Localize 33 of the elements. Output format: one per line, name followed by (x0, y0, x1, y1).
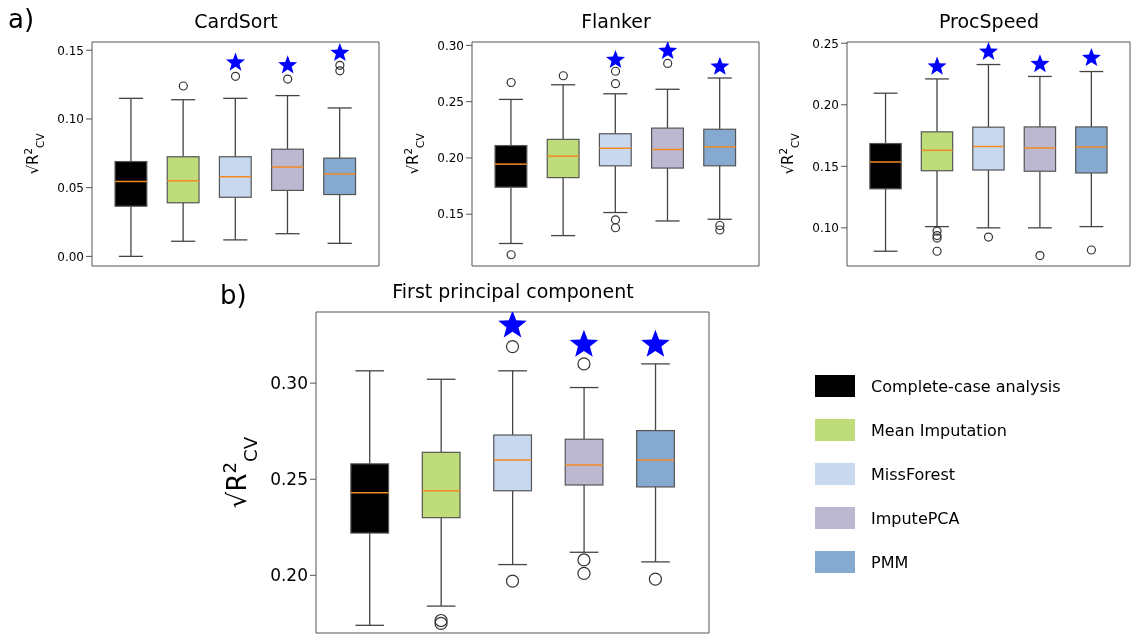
point (225, 52, 246, 71)
y-tick-label: 0.25 (812, 36, 839, 51)
y-tick-label: 0.25 (437, 94, 464, 109)
text: b) (220, 280, 247, 310)
y-tick-label: 0.25 (270, 469, 308, 490)
y-tick-label: 0.30 (437, 38, 464, 53)
y-tick-label: 0.20 (270, 565, 308, 586)
point (978, 42, 999, 60)
chart-title: Flanker (580, 10, 652, 32)
y-tick-label: 0.15 (437, 207, 464, 222)
y-tick-label: 0.15 (57, 43, 84, 58)
chart-title: ProcSpeed (937, 10, 1041, 32)
legend-label: MissForest (871, 464, 956, 484)
text: a) (8, 4, 35, 34)
legend-label: Mean Imputation (871, 420, 1008, 440)
y-tick-label: 0.10 (57, 112, 84, 127)
y-tick-label: 0.20 (437, 151, 464, 166)
y-tick-label: 0.10 (812, 221, 839, 236)
y-tick-label: 0.15 (812, 159, 839, 174)
point (1030, 54, 1050, 73)
legend-label: ImputePCA (871, 508, 960, 528)
point (1081, 48, 1101, 67)
legend-label: Complete-case analysis (871, 376, 1061, 396)
point (278, 55, 298, 74)
point (927, 56, 947, 75)
chart-title: CardSort (193, 10, 279, 32)
y-tick-label: 0.05 (57, 180, 84, 195)
y-tick-label: 0.00 (57, 249, 84, 264)
point (330, 42, 350, 62)
chart-title: First principal component (391, 280, 635, 302)
legend-label: PMM (871, 552, 909, 572)
y-tick-label: 0.20 (812, 98, 839, 113)
y-tick-label: 0.30 (270, 373, 308, 394)
